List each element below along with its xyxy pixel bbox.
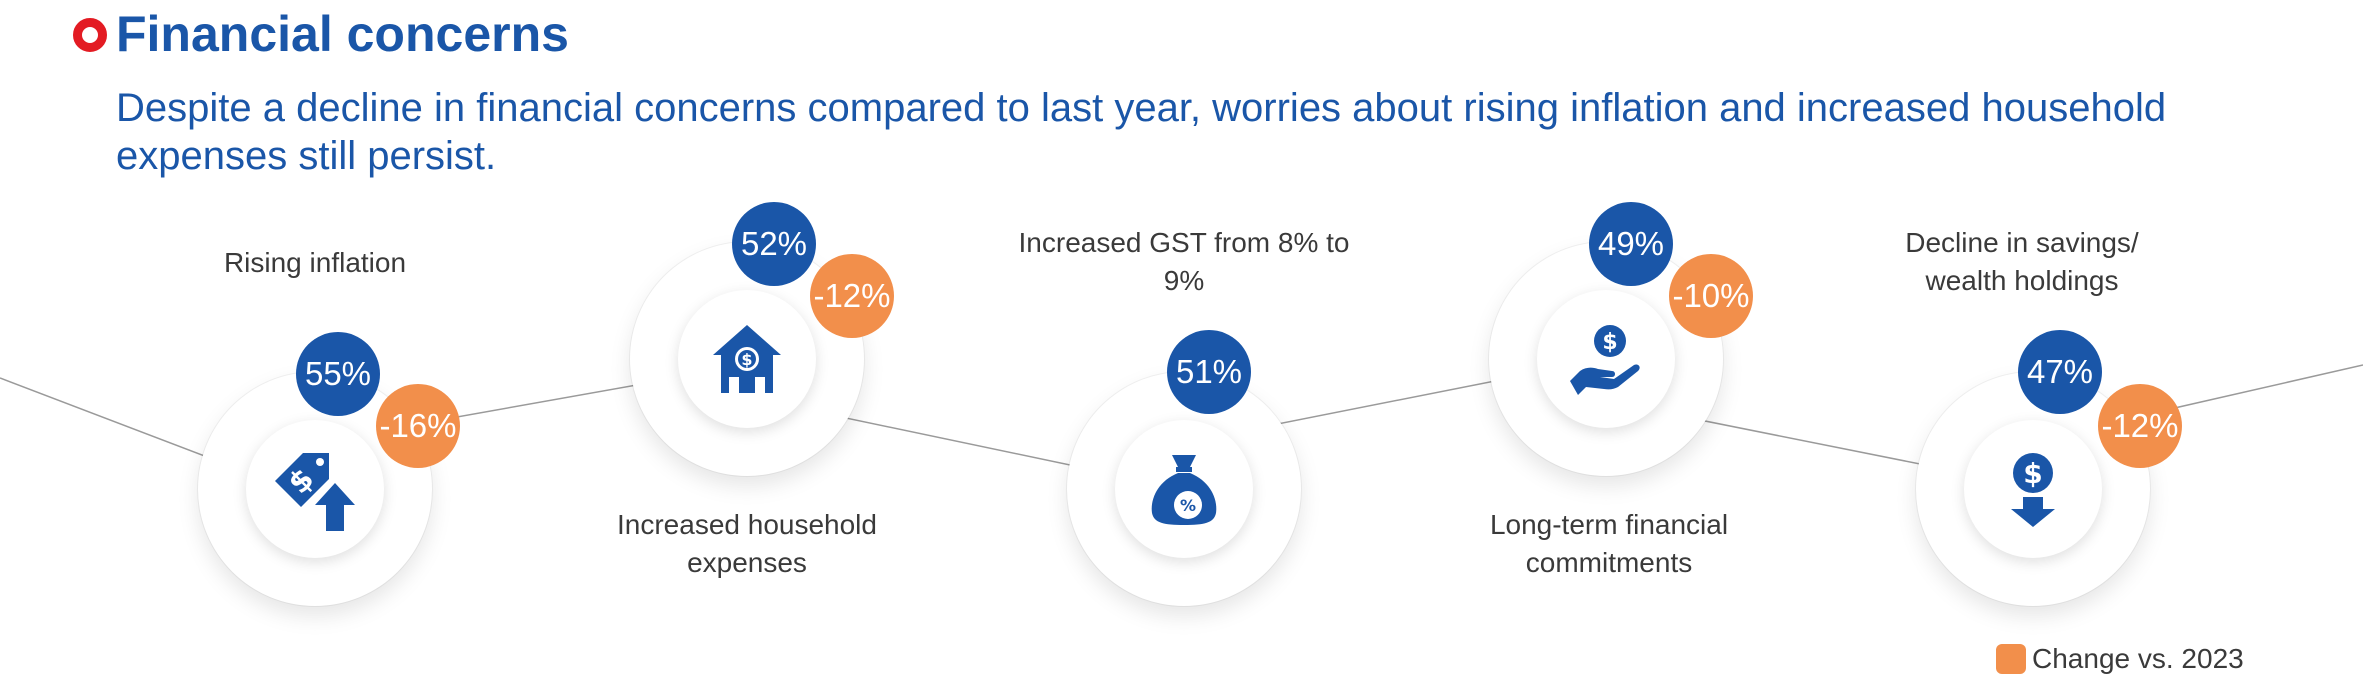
value-badge: 55% [296,332,380,416]
hand-holding-coin-icon: $ [1570,325,1640,395]
page-title: Financial concerns [116,6,569,62]
header-bullet-icon [73,18,107,52]
change-badge: -16% [376,384,460,468]
concern-circle: % [1067,372,1301,606]
svg-text:%: % [1180,496,1196,515]
legend: Change vs. 2023 [1996,642,2244,676]
concern-label: Decline in savings/ wealth holdings [1905,227,2139,296]
concern-label: Rising inflation [223,247,407,278]
icon-holder: $ [1537,290,1675,428]
svg-text:$: $ [1602,330,1617,355]
concern-label: Increased household expenses [617,509,877,578]
concern-label: Long-term financial commitments [1489,509,1729,578]
change-badge: -12% [810,254,894,338]
house-dollar-icon: $ [713,325,781,393]
concern-label: Increased GST from 8% to 9% [1018,227,1350,296]
icon-holder: $ [1964,420,2102,558]
icon-holder: $ [246,420,384,558]
value-badge: 47% [2018,330,2102,414]
legend-swatch [1996,644,2026,674]
value-badge: 52% [732,202,816,286]
coin-down-arrow-icon: $ [2011,453,2055,527]
icon-holder: % [1115,420,1253,558]
value-badge: 49% [1589,202,1673,286]
change-badge: -12% [2098,384,2182,468]
page-subtitle: Despite a decline in financial concerns … [116,86,2167,178]
svg-text:$: $ [741,350,752,369]
price-tag-up-arrow-icon: $ [275,453,355,531]
value-badge: 51% [1167,330,1251,414]
change-badge: -10% [1669,254,1753,338]
legend-label: Change vs. 2023 [2032,643,2244,674]
svg-text:$: $ [2023,457,2042,490]
money-bag-percent-icon: % [1151,455,1217,525]
icon-holder: $ [678,290,816,428]
